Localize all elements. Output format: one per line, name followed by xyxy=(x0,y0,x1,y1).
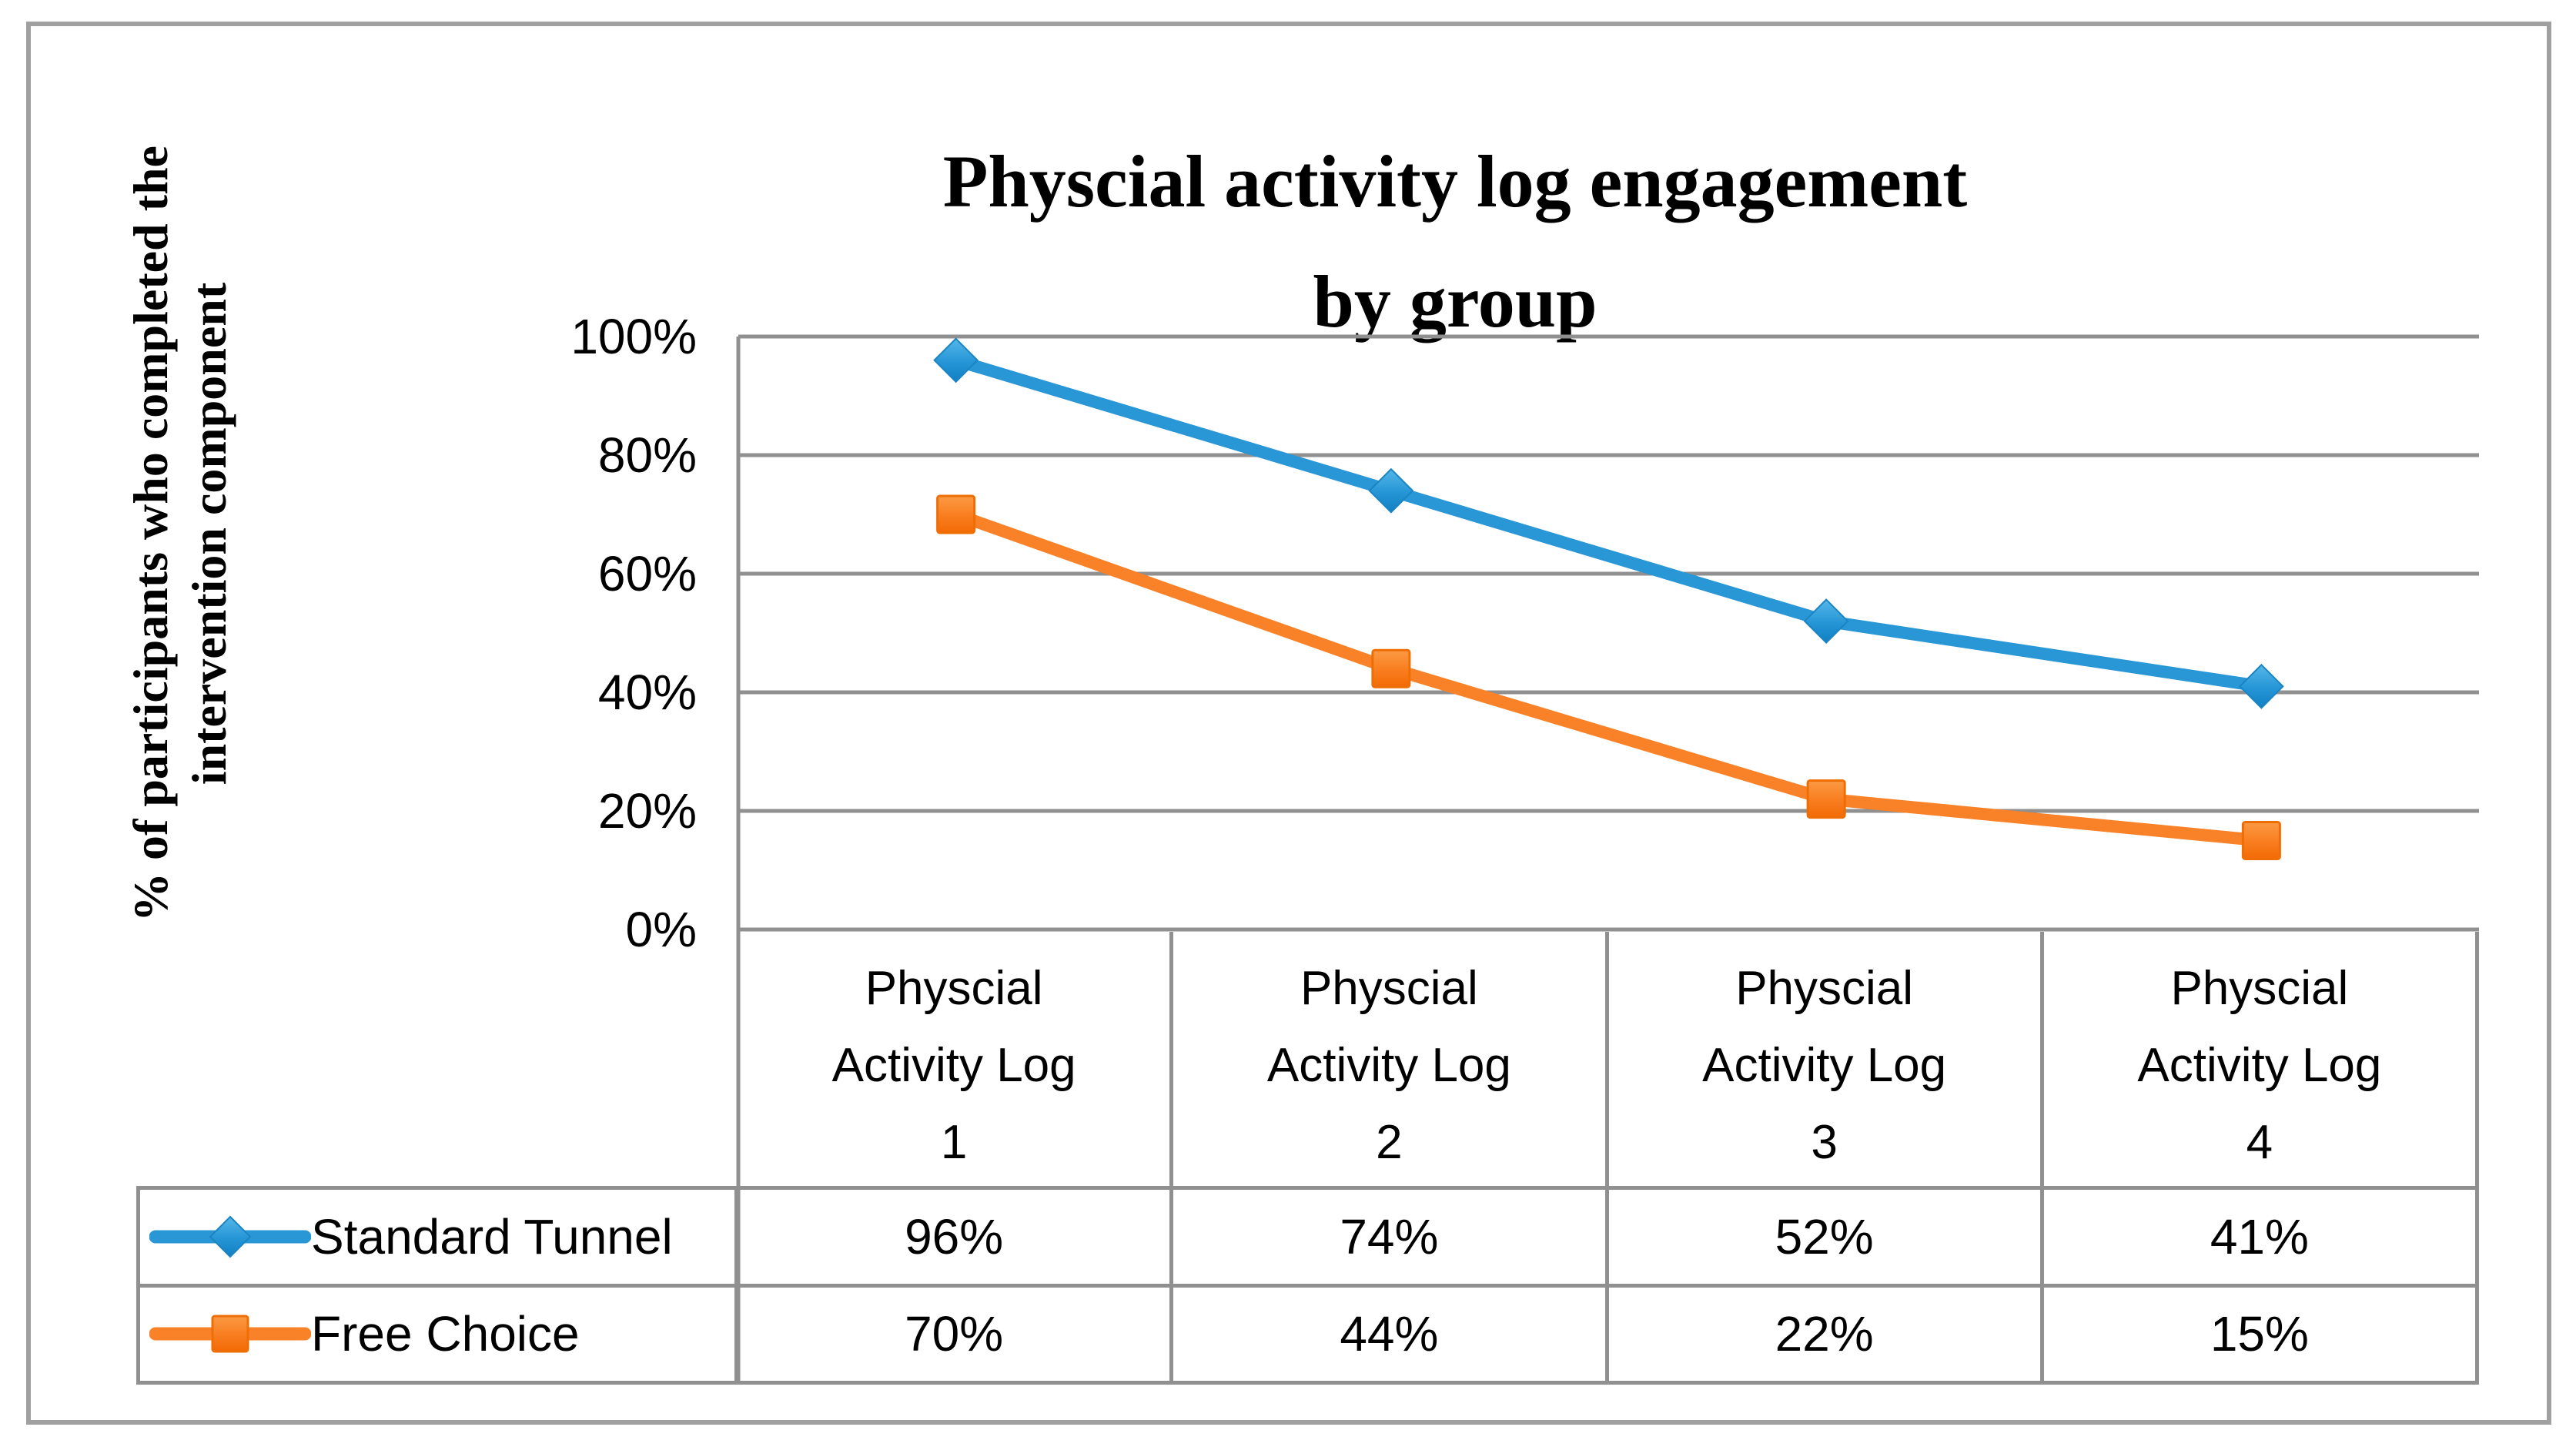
gridlines xyxy=(736,334,2479,1383)
value-free-choice-4: 15% xyxy=(2044,1287,2479,1381)
category-header-row: Physcial Activity Log 1 Physcial Activit… xyxy=(738,932,2479,1186)
legend-cell-free-choice: Free Choice xyxy=(136,1287,738,1381)
category-cell-2: Physcial Activity Log 2 xyxy=(1173,932,1609,1186)
value-free-choice-2: 44% xyxy=(1173,1287,1609,1381)
table-row-standard-tunnel: Standard Tunnel 96% 74% 52% 41% xyxy=(136,1190,2479,1288)
data-point-marker-1-2 xyxy=(1806,779,1846,819)
data-point-marker-0-3 xyxy=(2238,663,2284,709)
category-cell-4: Physcial Activity Log 4 xyxy=(2044,932,2479,1186)
data-point-marker-1-3 xyxy=(2241,821,2281,860)
series-line-0 xyxy=(949,353,2268,693)
value-free-choice-1: 70% xyxy=(738,1287,1174,1381)
category-cell-3: Physcial Activity Log 3 xyxy=(1609,932,2044,1186)
data-point-marker-1-1 xyxy=(1371,648,1411,688)
value-free-choice-3: 22% xyxy=(1609,1287,2044,1381)
category-cell-1: Physcial Activity Log 1 xyxy=(738,932,1174,1186)
legend-label-free-choice: Free Choice xyxy=(311,1306,580,1362)
y-tick-80: 80% xyxy=(597,427,697,483)
y-tick-20: 20% xyxy=(597,783,697,839)
data-point-marker-0-1 xyxy=(1368,467,1414,514)
legend-key-standard-tunnel-icon xyxy=(149,1215,311,1258)
table-row-free-choice: Free Choice 70% 44% 22% 15% xyxy=(136,1287,2479,1381)
y-tick-60: 60% xyxy=(597,546,697,601)
y-tick-0: 0% xyxy=(625,902,698,957)
chart-frame xyxy=(26,22,2551,1425)
value-standard-tunnel-1: 96% xyxy=(738,1190,1174,1284)
chart-title-line2: by group xyxy=(1313,260,1597,343)
y-tick-100: 100% xyxy=(570,309,697,364)
value-standard-tunnel-4: 41% xyxy=(2044,1190,2479,1284)
chart-title: Physcial activity log engagement by grou… xyxy=(354,122,2556,362)
chart-title-line1: Physcial activity log engagement xyxy=(942,140,1968,223)
legend-cell-standard-tunnel: Standard Tunnel xyxy=(136,1190,738,1284)
data-point-marker-0-2 xyxy=(1803,598,1849,645)
series-layer xyxy=(933,337,2284,860)
y-tick-40: 40% xyxy=(597,665,697,720)
data-point-marker-0-0 xyxy=(933,337,979,384)
value-standard-tunnel-2: 74% xyxy=(1173,1190,1609,1284)
data-point-marker-1-0 xyxy=(936,494,976,534)
value-standard-tunnel-3: 52% xyxy=(1609,1190,2044,1284)
legend-key-free-choice-icon xyxy=(149,1315,311,1353)
series-line-1 xyxy=(949,508,2268,847)
legend-label-standard-tunnel: Standard Tunnel xyxy=(311,1208,673,1264)
data-table: Standard Tunnel 96% 74% 52% 41% Free Cho… xyxy=(136,1186,2479,1385)
